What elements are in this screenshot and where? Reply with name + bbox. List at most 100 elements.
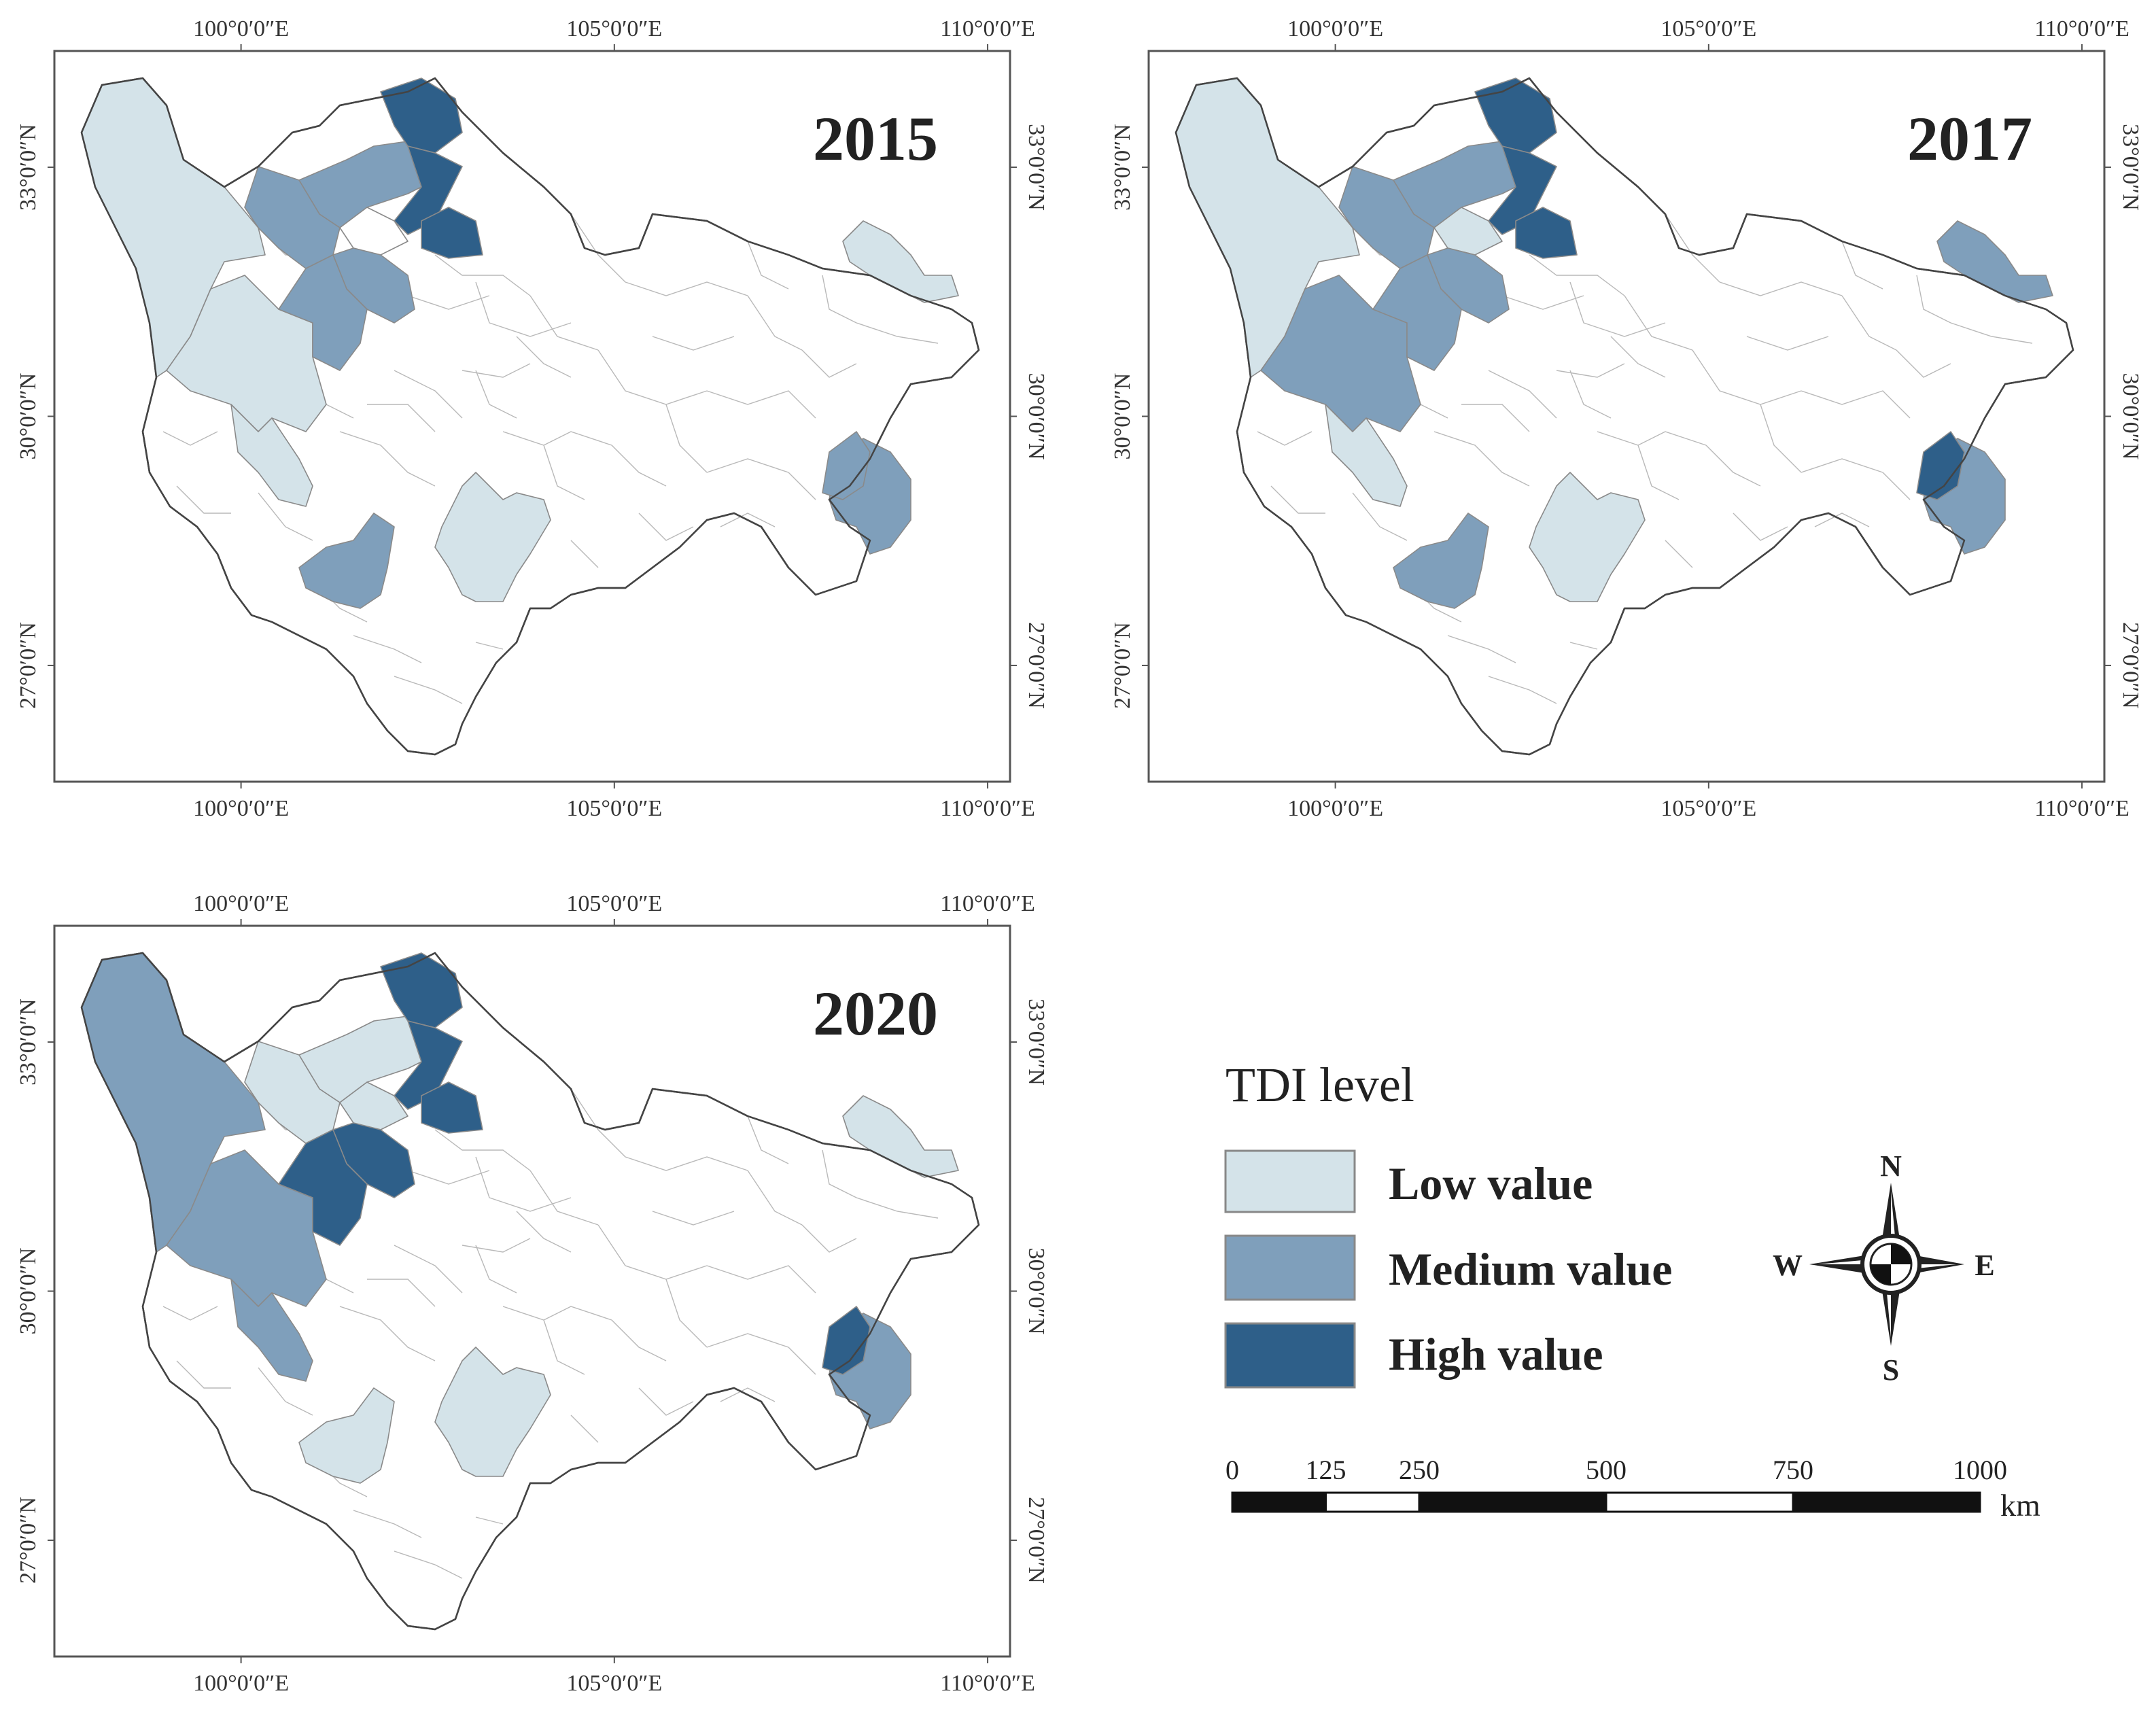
legend-swatch-high <box>1224 1322 1356 1389</box>
county-boundary <box>625 281 748 296</box>
county-boundary <box>1556 363 1625 378</box>
county-boundary <box>1257 431 1312 446</box>
county-boundary <box>822 1149 857 1198</box>
county-boundary <box>434 254 531 296</box>
region-northeast <box>842 1095 959 1178</box>
lon-label-top: 110°0′0″E <box>2034 16 2129 41</box>
county-boundary <box>747 1170 803 1226</box>
county-boundary <box>788 472 816 500</box>
lat-label-left: 27°0′0″N <box>16 622 41 709</box>
county-boundary <box>353 635 422 663</box>
scale-segment <box>1605 1491 1794 1513</box>
scale-label: 250 <box>1399 1455 1440 1485</box>
county-boundary <box>1916 275 1951 324</box>
county-boundary <box>856 322 939 344</box>
county-boundary <box>367 404 436 432</box>
lon-label-bottom: 110°0′0″E <box>940 796 1035 821</box>
region-northeast <box>1936 220 2053 303</box>
region-south-center <box>434 1347 551 1477</box>
legend-swatch-medium <box>1224 1234 1356 1301</box>
lon-label-bottom: 105°0′0″E <box>566 796 662 821</box>
county-boundary <box>1719 281 1843 296</box>
legend-title: TDI level <box>1225 1058 1414 1112</box>
lat-label-left: 33°0′0″N <box>16 999 41 1086</box>
lat-label-right: 30°0′0″N <box>1024 1248 1049 1335</box>
compass-label-n: N <box>1880 1149 1902 1183</box>
county-boundary <box>788 1347 816 1375</box>
scale-segment <box>1231 1491 1327 1513</box>
lat-label-right: 27°0′0″N <box>1024 622 1049 709</box>
lat-label-left: 30°0′0″N <box>16 1248 41 1335</box>
compass-label-w: W <box>1773 1249 1803 1282</box>
county-boundary <box>1882 472 1911 500</box>
lat-label-left: 30°0′0″N <box>16 373 41 460</box>
county-boundary <box>353 1510 422 1538</box>
region-east-core <box>822 431 871 500</box>
compass-label-e: E <box>1975 1249 1994 1282</box>
lat-label-left: 33°0′0″N <box>1110 124 1135 211</box>
county-boundary <box>1569 642 1598 650</box>
county-boundary <box>706 390 816 419</box>
scale-segment <box>1325 1491 1421 1513</box>
lon-label-bottom: 110°0′0″E <box>940 1671 1035 1696</box>
legend-label-low: Low value <box>1389 1158 1593 1209</box>
lat-label-right: 30°0′0″N <box>2118 373 2143 460</box>
lon-label-top: 110°0′0″E <box>940 16 1035 41</box>
lon-label-top: 105°0′0″E <box>1661 16 1756 41</box>
county-boundary <box>1637 445 1680 500</box>
county-boundary <box>1501 295 1584 310</box>
lat-label-left: 30°0′0″N <box>1110 373 1135 460</box>
county-boundary <box>1746 336 1829 351</box>
map-year-label: 2017 <box>1907 104 2032 173</box>
scale-label: 0 <box>1225 1455 1239 1485</box>
county-boundary <box>367 1279 436 1307</box>
county-boundary <box>462 1238 531 1253</box>
county-boundary <box>1597 431 1707 446</box>
county-boundary <box>597 1224 708 1280</box>
lon-label-top: 105°0′0″E <box>566 891 662 916</box>
lat-label-right: 33°0′0″N <box>1024 124 1049 211</box>
county-boundary <box>665 1279 708 1348</box>
compass-label-s: S <box>1883 1353 1899 1387</box>
county-boundary <box>339 1306 436 1362</box>
region-northeast <box>842 220 959 303</box>
county-boundary <box>258 492 313 541</box>
county-boundary <box>475 642 504 650</box>
county-boundary <box>502 1306 612 1321</box>
lat-label-right: 27°0′0″N <box>1024 1497 1049 1584</box>
lon-label-bottom: 100°0′0″E <box>193 796 289 821</box>
region-far-north-c <box>421 207 483 259</box>
county-boundary <box>652 336 735 351</box>
county-boundary <box>1814 513 1870 527</box>
county-boundary <box>1705 445 1761 487</box>
county-boundary <box>394 370 463 419</box>
county-boundary <box>339 431 436 487</box>
county-boundary <box>516 1211 572 1253</box>
county-boundary <box>1488 676 1557 704</box>
county-boundary <box>394 676 463 704</box>
lat-label-right: 27°0′0″N <box>2118 622 2143 709</box>
county-boundary <box>1610 336 1666 378</box>
county-boundary <box>1801 458 1883 473</box>
map-year-label: 2020 <box>813 979 938 1048</box>
county-boundary <box>543 445 585 500</box>
lat-label-right: 30°0′0″N <box>1024 373 1049 460</box>
north-arrow-compass: N S W E <box>1773 1149 1995 1387</box>
county-boundary <box>407 295 490 310</box>
scale-segment <box>1792 1491 1981 1513</box>
scale-label: 500 <box>1586 1455 1627 1485</box>
county-boundary <box>1950 322 2033 344</box>
county-boundary <box>1461 404 1530 432</box>
region-south-west <box>298 1387 395 1484</box>
county-boundary <box>570 213 626 283</box>
lon-label-bottom: 100°0′0″E <box>1287 796 1383 821</box>
county-boundary <box>394 1550 463 1579</box>
county-boundary <box>462 363 531 378</box>
county-boundary <box>1733 513 1788 541</box>
county-boundary <box>475 1516 504 1525</box>
region-mid-west-b <box>278 254 368 371</box>
region-southwest-strip <box>230 1279 313 1382</box>
lon-label-top: 105°0′0″E <box>566 16 662 41</box>
region-mid-west-b <box>278 1129 368 1246</box>
